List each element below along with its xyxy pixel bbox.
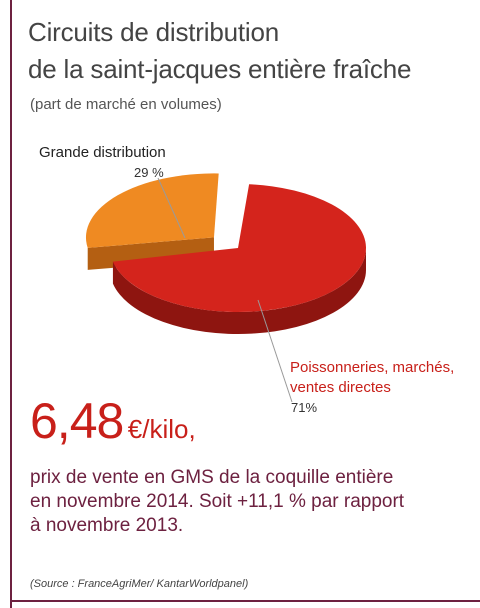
slice-label-grande-distribution: Grande distribution bbox=[39, 144, 166, 161]
slice-value-grande-distribution: 29 % bbox=[134, 165, 164, 180]
price-description-line-2: en novembre 2014. Soit +11,1 % par rappo… bbox=[30, 491, 405, 512]
price-description-line-1: prix de vente en GMS de la coquille enti… bbox=[30, 467, 394, 488]
price-unit: €/kilo, bbox=[127, 414, 196, 444]
chart-title-line-1: Circuits de distribution bbox=[28, 17, 279, 47]
pie-slice-top-1 bbox=[112, 184, 367, 312]
source-note: (Source : FranceAgriMer/ KantarWorldpane… bbox=[30, 578, 249, 590]
chart-subtitle: (part de marché en volumes) bbox=[30, 96, 222, 113]
slice-label-poissonneries-line-1: Poissonneries, marchés, bbox=[290, 359, 455, 376]
pie-slice-side-1 bbox=[112, 248, 366, 334]
chart-title-line-2: de la saint-jacques entière fraîche bbox=[28, 54, 412, 84]
price-description: prix de vente en GMS de la coquille enti… bbox=[30, 466, 460, 538]
left-border-rule bbox=[10, 0, 12, 608]
leader-line-grande-distribution bbox=[157, 177, 186, 239]
slice-label-poissonneries-line-2: ventes directes bbox=[290, 379, 391, 396]
pie-slice-poissonneries bbox=[112, 184, 367, 334]
leader-line-poissonneries bbox=[257, 299, 293, 403]
slice-value-poissonneries: 71% bbox=[291, 400, 318, 415]
price-description-line-3: à novembre 2013. bbox=[30, 515, 184, 536]
price-value: 6,48 bbox=[30, 393, 124, 449]
pie-slice-top-0 bbox=[85, 173, 219, 248]
price-highlight: 6,48 €/kilo, bbox=[30, 392, 196, 450]
slice-label-poissonneries: Poissonneries, marchés, ventes directes bbox=[290, 358, 454, 398]
bottom-border-rule bbox=[10, 600, 480, 602]
